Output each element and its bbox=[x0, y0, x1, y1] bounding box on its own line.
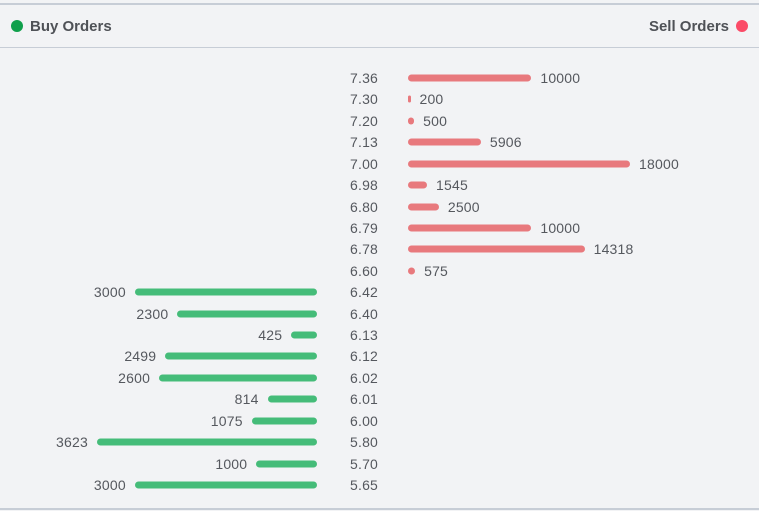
price-label: 7.36 bbox=[350, 70, 379, 86]
price-label: 7.30 bbox=[350, 91, 379, 108]
price-label: 6.13 bbox=[350, 327, 379, 344]
price-label: 7.20 bbox=[350, 112, 379, 129]
price-label: 6.79 bbox=[350, 219, 379, 236]
buy-legend-label: Buy Orders bbox=[30, 17, 112, 35]
sell-order-bar[interactable] bbox=[408, 245, 585, 253]
order-row-6.12: 6.12 2499 bbox=[0, 345, 759, 367]
quantity-label: 2499 bbox=[124, 348, 157, 365]
buy-legend-dot-icon bbox=[11, 20, 23, 32]
price-label: 5.70 bbox=[350, 455, 379, 472]
quantity-label: 14318 bbox=[593, 241, 634, 258]
order-row-7.00: 7.00 18000 bbox=[0, 153, 759, 175]
price-label: 7.13 bbox=[350, 134, 379, 151]
sell-order-bar[interactable] bbox=[408, 160, 630, 168]
order-row-6.98: 6.98 1545 bbox=[0, 174, 759, 196]
order-row-7.36: 7.36 10000 bbox=[0, 67, 759, 89]
price-label: 6.40 bbox=[350, 305, 379, 322]
price-label: 6.78 bbox=[350, 241, 379, 258]
quantity-label: 3000 bbox=[93, 284, 126, 301]
quantity-label: 1000 bbox=[215, 455, 248, 472]
buy-order-bar[interactable] bbox=[256, 460, 317, 468]
quantity-label: 1545 bbox=[436, 177, 468, 194]
buy-order-bar[interactable] bbox=[267, 395, 317, 403]
quantity-label: 5906 bbox=[489, 134, 522, 151]
top-divider bbox=[0, 3, 759, 5]
quantity-label: 3000 bbox=[93, 476, 126, 493]
bottom-divider bbox=[0, 508, 759, 510]
buy-order-bar[interactable] bbox=[159, 374, 317, 382]
quantity-label: 814 bbox=[234, 391, 259, 408]
quantity-label: 575 bbox=[424, 262, 449, 279]
quantity-label: 10000 bbox=[540, 219, 581, 236]
sell-order-bar[interactable] bbox=[408, 203, 439, 211]
order-row-6.60: 6.60 575 bbox=[0, 260, 759, 282]
sell-legend-dot-icon bbox=[736, 20, 748, 32]
order-row-6.42: 6.42 3000 bbox=[0, 281, 759, 303]
sell-order-bar[interactable] bbox=[408, 74, 532, 82]
buy-order-bar[interactable] bbox=[165, 352, 317, 360]
quantity-label: 3623 bbox=[56, 434, 88, 451]
order-row-7.13: 7.13 5906 bbox=[0, 131, 759, 153]
price-label: 6.42 bbox=[350, 284, 379, 301]
quantity-label: 1075 bbox=[210, 412, 243, 429]
sell-order-bar[interactable] bbox=[408, 267, 416, 275]
quantity-label: 2600 bbox=[118, 369, 151, 386]
legend-sell-orders[interactable]: Sell Orders bbox=[649, 18, 748, 35]
order-row-6.78: 6.78 14318 bbox=[0, 238, 759, 260]
sell-order-bar[interactable] bbox=[408, 224, 532, 232]
order-row-6.79: 6.79 10000 bbox=[0, 217, 759, 239]
quantity-label: 18000 bbox=[639, 155, 679, 172]
quantity-label: 2500 bbox=[447, 198, 480, 215]
price-label: 6.12 bbox=[350, 348, 379, 365]
quantity-label: 10000 bbox=[540, 70, 581, 86]
quantity-label: 500 bbox=[423, 112, 448, 129]
quantity-label: 200 bbox=[419, 91, 444, 108]
price-label: 6.00 bbox=[350, 412, 379, 429]
price-label: 6.02 bbox=[350, 369, 379, 386]
sell-order-bar[interactable] bbox=[408, 181, 428, 189]
price-label: 6.60 bbox=[350, 262, 379, 279]
order-row-6.40: 6.40 2300 bbox=[0, 303, 759, 325]
buy-order-bar[interactable] bbox=[291, 331, 317, 339]
order-row-6.80: 6.80 2500 bbox=[0, 196, 759, 218]
buy-order-bar[interactable] bbox=[177, 310, 317, 318]
price-label: 5.80 bbox=[350, 434, 379, 451]
order-row-5.65: 5.65 3000 bbox=[0, 474, 759, 496]
order-row-6.13: 6.13 425 bbox=[0, 324, 759, 346]
order-row-6.01: 6.01 814 bbox=[0, 388, 759, 410]
price-label: 6.80 bbox=[350, 198, 379, 215]
buy-order-bar[interactable] bbox=[134, 288, 317, 296]
order-row-6.02: 6.02 2600 bbox=[0, 367, 759, 389]
sell-order-bar[interactable] bbox=[408, 95, 411, 103]
price-label: 6.98 bbox=[350, 177, 379, 194]
order-row-6.00: 6.00 1075 bbox=[0, 410, 759, 432]
legend-buy-orders[interactable]: Buy Orders bbox=[11, 18, 112, 35]
price-label: 5.65 bbox=[350, 476, 379, 493]
order-row-5.70: 5.70 1000 bbox=[0, 453, 759, 475]
price-label: 6.01 bbox=[350, 391, 379, 408]
sell-order-bar[interactable] bbox=[408, 138, 481, 146]
sell-order-bar[interactable] bbox=[408, 117, 415, 125]
chart-legend-header: Buy Orders Sell Orders bbox=[0, 5, 759, 48]
quantity-label: 2300 bbox=[136, 305, 169, 322]
buy-order-bar[interactable] bbox=[134, 481, 317, 489]
quantity-label: 425 bbox=[258, 327, 283, 344]
order-row-7.30: 7.30 200 bbox=[0, 88, 759, 110]
price-label: 7.00 bbox=[350, 155, 379, 172]
sell-legend-label: Sell Orders bbox=[648, 17, 729, 35]
buy-order-bar[interactable] bbox=[97, 438, 317, 446]
buy-order-bar[interactable] bbox=[251, 417, 317, 425]
order-row-7.20: 7.20 500 bbox=[0, 110, 759, 132]
order-row-5.80: 5.80 3623 bbox=[0, 431, 759, 453]
